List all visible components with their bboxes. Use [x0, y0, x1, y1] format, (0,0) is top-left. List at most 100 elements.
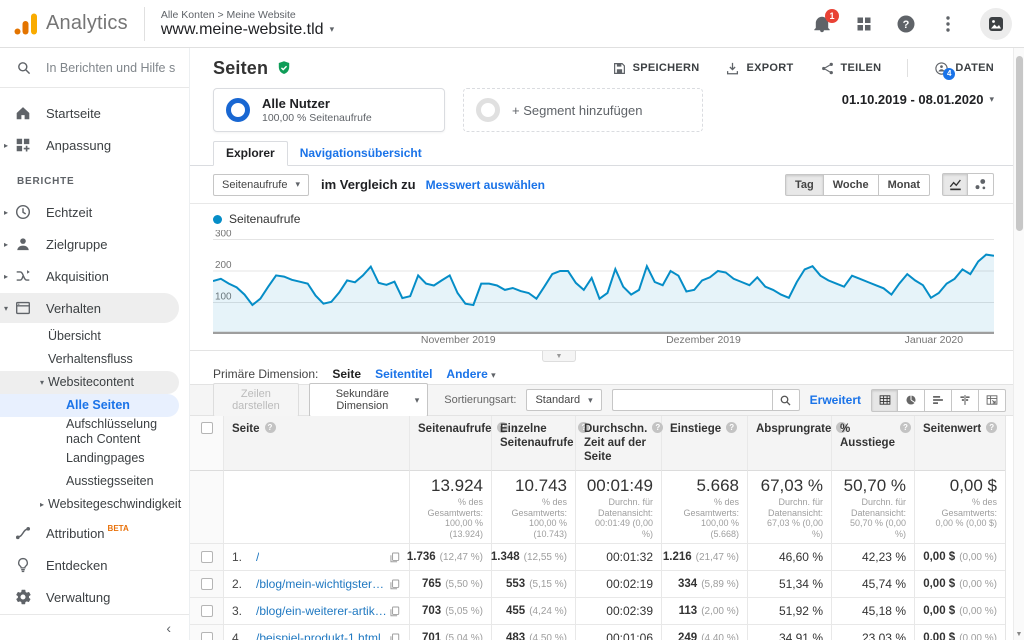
page-link[interactable]: /blog/mein-wichtigster-artikel.html [256, 577, 388, 591]
help-circle-icon[interactable]: ? [726, 422, 737, 433]
sidebar-item-akquisition[interactable]: ▸Akquisition [0, 261, 189, 291]
tab-navigation-summary[interactable]: Navigationsübersicht [288, 142, 434, 165]
avatar[interactable] [980, 8, 1012, 40]
secondary-dimension-dropdown[interactable]: Sekundäre Dimension ▾ [309, 383, 428, 417]
sidebar-item-entdecken[interactable]: Entdecken [0, 550, 189, 580]
sort-type-dropdown[interactable]: Standard ▾ [526, 389, 601, 411]
property-selector[interactable]: www.meine-website.tld ▾ [161, 21, 334, 39]
dimension-page[interactable]: Seite [332, 367, 361, 381]
save-button[interactable]: SPEICHERN [612, 61, 700, 76]
view-percentage-button[interactable] [898, 389, 925, 412]
sidebar-item-startseite[interactable]: Startseite [0, 98, 189, 128]
copy-icon[interactable] [388, 632, 401, 640]
scrollbar-down-arrow[interactable]: ▼ [1014, 631, 1024, 638]
more-menu-button[interactable] [938, 14, 958, 34]
help-button[interactable]: ? [896, 14, 916, 34]
sidebar-search-input[interactable] [46, 61, 176, 75]
sidebar-bottom-nav: AttributionBETAEntdeckenVerwaltung [0, 512, 189, 614]
add-segment-button[interactable]: + Segment hinzufügen [463, 88, 703, 132]
insights-button[interactable]: 4 DATEN [934, 61, 994, 76]
share-button[interactable]: TEILEN [820, 61, 882, 76]
row-checkbox[interactable] [190, 571, 224, 598]
granularity-day[interactable]: Tag [785, 174, 824, 196]
sidebar-collapse[interactable]: ‹ [0, 614, 189, 640]
sidebar-item-landingpages[interactable]: Landingpages [0, 447, 189, 470]
view-performance-button[interactable] [925, 389, 952, 412]
sidebar-item-attribution[interactable]: AttributionBETA [0, 518, 189, 548]
collapse-chevron-icon: ‹ [166, 620, 171, 636]
select-all-checkbox[interactable] [190, 416, 224, 471]
svg-text:200: 200 [215, 260, 232, 271]
sidebar-item-websitegeschwindigkeit[interactable]: ▸Websitegeschwindigkeit [0, 493, 189, 512]
sidebar-item-ausstiegsseiten[interactable]: Ausstiegsseiten [0, 470, 189, 493]
column-header-unique-pageviews[interactable]: Einzelne Seitenaufrufe? [492, 416, 576, 471]
sidebar-item-bersicht[interactable]: Übersicht [0, 325, 189, 348]
column-header-page-value[interactable]: Seitenwert? [915, 416, 1005, 471]
tab-explorer[interactable]: Explorer [213, 141, 288, 166]
checkbox [201, 551, 213, 563]
page-link[interactable]: / [256, 550, 259, 564]
column-header-exit-rate[interactable]: % Ausstiege? [832, 416, 915, 471]
page-link[interactable]: /beispiel-produkt-1.html [256, 631, 381, 640]
view-table-button[interactable] [871, 389, 898, 412]
table-search-input[interactable] [612, 389, 772, 411]
copy-icon[interactable] [388, 551, 401, 564]
copy-icon[interactable] [388, 578, 401, 591]
scrollbar-thumb[interactable] [1016, 56, 1023, 231]
view-comparison-button[interactable] [952, 389, 979, 412]
sidebar-search[interactable] [0, 48, 189, 88]
advanced-filter-link[interactable]: Erweitert [810, 393, 861, 407]
page-link[interactable]: /blog/ein-weiterer-artikel.html [256, 604, 388, 618]
sidebar-item-verhalten[interactable]: ▾Verhalten [0, 293, 179, 323]
chevron-down-icon[interactable]: ▾ [36, 378, 48, 387]
chevron-right-icon[interactable]: ▸ [36, 500, 48, 509]
sidebar-item-websitecontent[interactable]: ▾Websitecontent [0, 371, 179, 394]
view-pivot-button[interactable] [979, 389, 1006, 412]
sidebar-item-echtzeit[interactable]: ▸Echtzeit [0, 197, 189, 227]
sidebar-item-zielgruppe[interactable]: ▸Zielgruppe [0, 229, 189, 259]
copy-icon[interactable] [388, 605, 401, 618]
plot-rows-button[interactable]: Zeilen darstellen [213, 383, 299, 417]
checkbox [201, 422, 213, 434]
help-circle-icon[interactable]: ? [986, 422, 997, 433]
column-header-bounce-rate[interactable]: Absprungrate? [748, 416, 832, 471]
chevron-right-icon[interactable]: ▸ [0, 240, 12, 249]
row-checkbox[interactable] [190, 598, 224, 625]
sidebar-item-verwaltung[interactable]: Verwaltung [0, 582, 189, 612]
row-checkbox[interactable] [190, 625, 224, 640]
sidebar-item-aufschl-sselung-nach-content[interactable]: Aufschlüsselung nach Content [0, 417, 189, 447]
column-header-pageviews[interactable]: Seitenaufrufe?↓ [410, 416, 492, 471]
motion-chart-view-button[interactable] [968, 173, 994, 196]
column-header-page[interactable]: Seite? [224, 416, 410, 471]
granularity-week[interactable]: Woche [824, 174, 879, 196]
chevron-down-icon[interactable]: ▾ [0, 304, 12, 313]
help-circle-icon[interactable]: ? [900, 422, 911, 433]
table-search-button[interactable] [772, 389, 800, 411]
chevron-right-icon[interactable]: ▸ [0, 272, 12, 281]
vertical-scrollbar[interactable]: ▼ [1013, 48, 1024, 640]
line-chart-view-button[interactable] [942, 173, 968, 196]
sidebar-item-verhaltensfluss[interactable]: Verhaltensfluss [0, 348, 189, 371]
metric-dropdown[interactable]: Seitenaufrufe ▾ [213, 174, 309, 196]
dimension-other[interactable]: Andere ▾ [446, 367, 495, 381]
row-checkbox[interactable] [190, 544, 224, 571]
column-header-entrances[interactable]: Einstiege? [662, 416, 748, 471]
chevron-right-icon[interactable]: ▸ [0, 141, 12, 150]
sidebar-item-anpassung[interactable]: ▸Anpassung [0, 130, 189, 160]
column-header-avg-time[interactable]: Durchschn. Zeit auf der Seite? [576, 416, 662, 471]
help-circle-icon[interactable]: ? [265, 422, 276, 433]
page-cell: 3./blog/ein-weiterer-artikel.html [224, 598, 410, 625]
chevron-right-icon[interactable]: ▸ [0, 208, 12, 217]
chart-collapse-handle[interactable]: ▼ [542, 351, 576, 362]
date-range-selector[interactable]: 01.10.2019 - 08.01.2020 ▾ [842, 88, 994, 107]
notifications-button[interactable]: 1 [812, 14, 832, 34]
segment-all-users[interactable]: Alle Nutzer 100,00 % Seitenaufrufe [213, 88, 445, 132]
breadcrumb[interactable]: Alle Konten > Meine Website [161, 9, 334, 21]
apps-grid-button[interactable] [854, 14, 874, 34]
dimension-page-title[interactable]: Seitentitel [375, 367, 432, 381]
analytics-logo[interactable]: Analytics [14, 12, 128, 35]
granularity-month[interactable]: Monat [879, 174, 930, 196]
sidebar-item-alle-seiten[interactable]: Alle Seiten [0, 394, 179, 417]
select-metric-link[interactable]: Messwert auswählen [426, 178, 545, 192]
export-button[interactable]: EXPORT [725, 61, 793, 76]
